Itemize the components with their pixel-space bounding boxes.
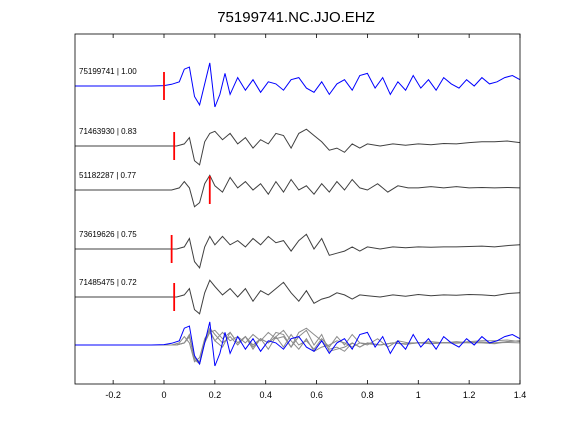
trace-group-75199741: 75199741 | 1.00 xyxy=(75,62,521,108)
x-axis: -0.2 0 0.2 0.4 0.6 0.8 1 1.2 1.4 xyxy=(105,34,526,400)
x-tick-label: 0 xyxy=(161,390,166,400)
trace-line-51182287 xyxy=(75,174,521,208)
x-tick-label: 0.8 xyxy=(361,390,374,400)
trace-line-73619626 xyxy=(75,233,521,270)
trace-label-75199741: 75199741 | 1.00 xyxy=(79,67,137,76)
x-tick-label: 0.4 xyxy=(259,390,272,400)
trace-line-71485475 xyxy=(75,279,521,315)
trace-label-51182287: 51182287 | 0.77 xyxy=(79,171,137,180)
trace-group-73619626: 73619626 | 0.75 xyxy=(75,230,521,270)
trace-label-73619626: 73619626 | 0.75 xyxy=(79,230,137,239)
x-tick-label: 0.6 xyxy=(310,390,323,400)
trace-label-71463930: 71463930 | 0.83 xyxy=(79,127,137,136)
axes-frame xyxy=(74,33,521,385)
chart-title: 75199741.NC.JJO.EHZ xyxy=(217,9,375,26)
x-tick-label: -0.2 xyxy=(105,390,121,400)
stack-trace-71485475 xyxy=(75,327,521,363)
stack-trace-75199741 xyxy=(75,321,521,367)
trace-line-75199741 xyxy=(75,62,521,108)
x-tick-label: 1.2 xyxy=(463,390,476,400)
trace-line-71463930 xyxy=(75,128,521,166)
x-tick-label: 1 xyxy=(416,390,421,400)
trace-label-71485475: 71485475 | 0.72 xyxy=(79,278,137,287)
trace-group-71463930: 71463930 | 0.83 xyxy=(75,127,521,166)
x-tick-label: 1.4 xyxy=(514,390,527,400)
stack-overlay xyxy=(75,321,521,367)
plot-area: 75199741 | 1.00 71463930 | 0.83 51182287 |… xyxy=(75,62,521,367)
x-tick-label: 0.2 xyxy=(209,390,222,400)
trace-group-51182287: 51182287 | 0.77 xyxy=(75,171,521,208)
trace-group-71485475: 71485475 | 0.72 xyxy=(75,278,521,315)
